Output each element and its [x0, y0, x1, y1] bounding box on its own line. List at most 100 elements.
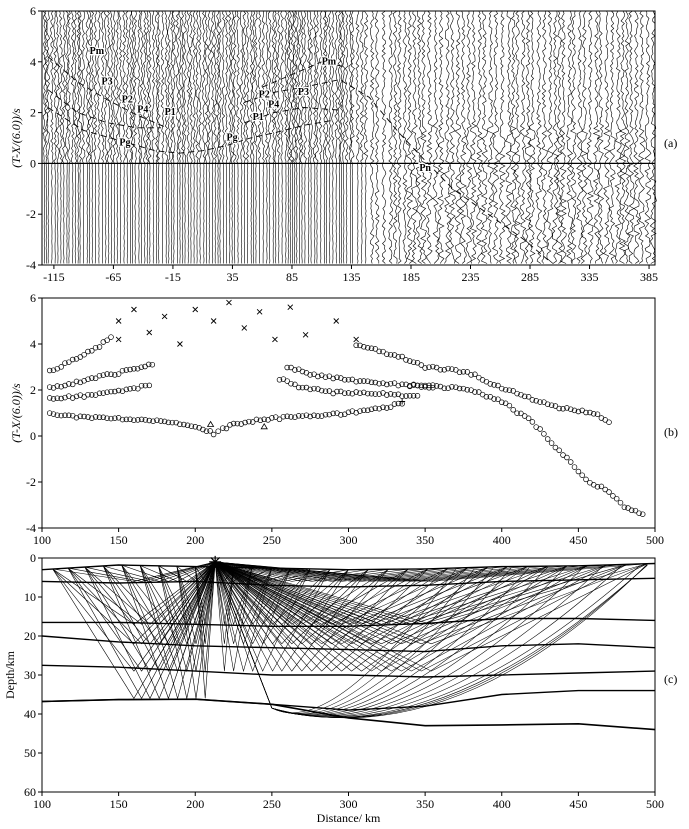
seismic-trace [251, 10, 256, 264]
data-point [445, 365, 451, 372]
data-point [104, 389, 110, 395]
data-point [464, 369, 471, 375]
data-point [453, 367, 459, 373]
panel-label-b: (b) [664, 425, 678, 439]
data-point [410, 381, 417, 388]
data-point [149, 361, 156, 368]
data-point [364, 345, 371, 351]
seismic-trace [297, 10, 302, 264]
seismic-trace [128, 10, 133, 264]
data-point [541, 431, 547, 437]
data-point [322, 411, 329, 418]
seismic-trace [142, 10, 147, 264]
seismic-trace [448, 10, 456, 264]
seismic-trace [115, 10, 120, 264]
seismic-trace [125, 10, 130, 264]
seismic-trace [160, 10, 165, 264]
data-point [96, 372, 103, 379]
data-point [318, 413, 325, 419]
seismic-trace [154, 10, 159, 264]
data-point [92, 414, 99, 420]
phase-label: P4 [137, 105, 148, 116]
x-tick-label: 185 [402, 270, 420, 284]
data-point [602, 486, 608, 493]
data-point [184, 422, 191, 429]
data-point [326, 411, 333, 418]
data-point [437, 367, 444, 373]
data-point [96, 344, 103, 350]
data-point [299, 384, 306, 391]
data-point [123, 367, 130, 373]
y-tick-label: 6 [30, 291, 36, 305]
data-point [92, 375, 99, 382]
seismic-trace [437, 10, 445, 264]
data-point [108, 388, 114, 395]
data-point [333, 318, 340, 324]
data-point [579, 472, 585, 478]
seismic-trace [411, 10, 418, 264]
data-point [131, 385, 137, 391]
data-point [62, 394, 68, 401]
panel-c: 100 150 200 250 300 350 400 450 500 0 10 20 30 40 50 60… [3, 551, 664, 825]
seismic-trace [303, 10, 307, 264]
panel-label-a: (a) [664, 136, 677, 150]
data-point [426, 382, 432, 389]
data-point [368, 390, 375, 397]
ray-path [215, 561, 528, 672]
data-point [181, 421, 187, 428]
data-point [361, 378, 367, 384]
data-point [322, 374, 329, 380]
data-point [54, 412, 61, 418]
seismic-trace [618, 10, 627, 264]
data-point [62, 382, 68, 389]
data-point [353, 336, 359, 343]
seismic-trace [139, 10, 144, 264]
seismic-trace [130, 10, 135, 264]
data-point [89, 375, 95, 381]
panel-b: 100 150 200 250 300 350 400 450 500 -4 -2 0 2 4 6 (T-X/… [9, 291, 664, 547]
data-point [564, 454, 570, 461]
seismic-trace [67, 10, 71, 264]
x-tick-label: 200 [186, 533, 204, 547]
phase-label: Pm [322, 56, 337, 67]
data-point [58, 412, 64, 419]
data-point [303, 412, 310, 418]
data-point [537, 426, 543, 432]
seismic-trace [151, 11, 156, 264]
seismic-trace [264, 10, 269, 264]
data-point [127, 386, 133, 392]
data-point [284, 413, 290, 420]
data-point [621, 504, 628, 511]
seismic-trace [167, 10, 171, 264]
data-point [100, 414, 107, 421]
data-point [384, 381, 390, 388]
data-point [376, 405, 382, 412]
seismic-trace [425, 10, 434, 264]
data-point [491, 396, 497, 402]
seismic-trace [109, 10, 114, 264]
data-point [460, 369, 467, 375]
x-tick-label: 350 [416, 533, 434, 547]
data-point [66, 359, 72, 365]
data-point [145, 361, 152, 368]
data-point [410, 359, 417, 365]
y-tick-label: -4 [26, 258, 36, 272]
data-point [257, 417, 264, 424]
data-point [96, 390, 103, 397]
seismic-trace [644, 10, 652, 264]
phase-label: Pn [419, 163, 431, 174]
x-tick-label: 285 [521, 270, 539, 284]
data-point [610, 493, 616, 499]
trace-group [42, 10, 657, 264]
data-point [334, 374, 340, 381]
data-point [502, 386, 509, 393]
data-point [628, 507, 635, 514]
seismic-trace [169, 10, 174, 264]
ray-path [215, 561, 628, 672]
ray-group [52, 561, 648, 719]
data-point [150, 418, 156, 424]
seismic-trace [85, 10, 90, 264]
y-tick-label: 2 [30, 106, 36, 120]
data-point [123, 416, 130, 423]
data-point [226, 299, 232, 306]
